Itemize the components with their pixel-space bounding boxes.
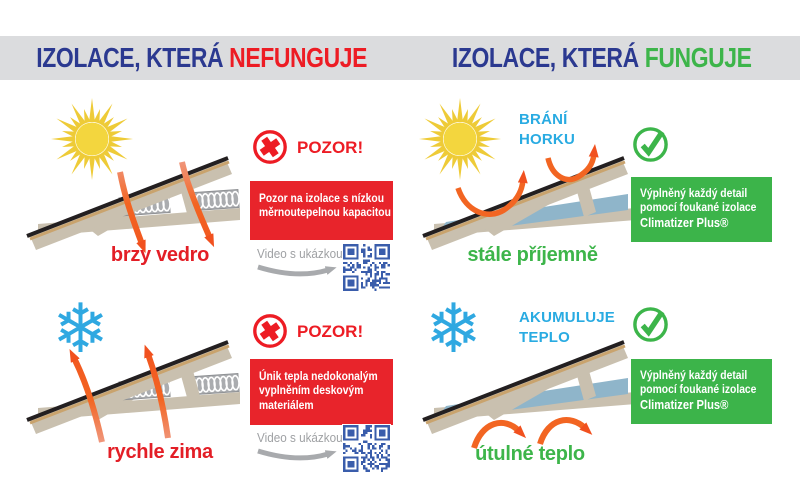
caption-bad-winter: rychle zima bbox=[107, 441, 213, 463]
video-arrow-icon bbox=[257, 448, 337, 461]
header-left: IZOLACE, KTERÁ NEFUNGUJE bbox=[0, 36, 403, 80]
title-highlight-bad: NEFUNGUJE bbox=[229, 42, 368, 73]
title-nefunguje: IZOLACE, KTERÁ NEFUNGUJE bbox=[36, 42, 367, 74]
good-summer-roof-diagram bbox=[420, 144, 640, 267]
heat-out-arrows bbox=[69, 344, 171, 443]
qr-code bbox=[342, 243, 391, 292]
title-prefix: IZOLACE, KTERÁ bbox=[36, 42, 230, 73]
alert-label: POZOR! bbox=[297, 322, 364, 341]
solution-line: pomocí foukané izolace bbox=[640, 382, 757, 397]
warning-line: vyplněním deskovým bbox=[259, 383, 364, 398]
title-highlight-good: FUNGUJE bbox=[644, 42, 752, 73]
solution-line: Výplněný každý detail bbox=[640, 368, 748, 382]
heat-deflected-arrows bbox=[455, 144, 599, 217]
video-label: Video s ukázkou bbox=[257, 246, 343, 261]
solution-box-summer: Výplněný každý detail pomocí foukané izo… bbox=[631, 177, 772, 242]
warning-line: měrnoutepelnou kapacitou bbox=[259, 205, 391, 220]
caption-good-summer: stále příjemně bbox=[467, 244, 598, 266]
qr-code bbox=[342, 424, 391, 473]
warning-line: materiálem bbox=[259, 397, 314, 412]
solution-box-winter: Výplněný každý detail pomocí foukané izo… bbox=[631, 359, 772, 424]
header-right: IZOLACE, KTERÁ FUNGUJE bbox=[403, 36, 800, 80]
caption-bad-summer: brzy vedro bbox=[110, 244, 210, 266]
good-winter-roof-diagram bbox=[420, 336, 640, 450]
benefit-heading-winter: AKUMULUJE TEPLO bbox=[519, 309, 615, 346]
snowflake-icon: ❄ bbox=[52, 290, 109, 369]
success-check-icon bbox=[631, 305, 670, 344]
sun-icon bbox=[46, 93, 138, 185]
solution-line: Výplněný každý detail bbox=[640, 186, 748, 200]
pozor-x-icon bbox=[251, 312, 289, 350]
heat-retained-arrows bbox=[471, 417, 593, 450]
sun-icon bbox=[414, 93, 506, 185]
title-funguje: IZOLACE, KTERÁ FUNGUJE bbox=[452, 42, 752, 74]
brand-name: Climatizer Plus® bbox=[640, 214, 729, 230]
snowflake-icon: ❄ bbox=[425, 290, 482, 369]
title-prefix: IZOLACE, KTERÁ bbox=[451, 42, 645, 73]
header-band: IZOLACE, KTERÁ NEFUNGUJE IZOLACE, KTERÁ … bbox=[0, 36, 800, 80]
video-arrow-icon bbox=[257, 264, 337, 277]
alert-label: POZOR! bbox=[297, 138, 364, 157]
warning-line: Únik tepla nedokonalým bbox=[259, 369, 378, 383]
heat-in-arrows bbox=[117, 161, 215, 254]
benefit-heading-summer: BRÁNÍ HORKU bbox=[519, 111, 575, 148]
bad-summer-roof-diagram bbox=[24, 152, 244, 254]
brand-name: Climatizer Plus® bbox=[640, 396, 729, 412]
warning-box-winter: Únik tepla nedokonalým vyplněním deskový… bbox=[250, 359, 393, 425]
bad-winter-roof-diagram bbox=[24, 336, 244, 443]
warning-box-summer: Pozor na izolace s nízkou měrnoutepelnou… bbox=[250, 181, 393, 240]
warning-line: Pozor na izolace s nízkou bbox=[259, 191, 385, 205]
pozor-x-icon bbox=[251, 128, 289, 166]
caption-good-winter: útulné teplo bbox=[475, 443, 585, 465]
video-label: Video s ukázkou bbox=[257, 430, 343, 445]
success-check-icon bbox=[631, 125, 670, 164]
solution-line: pomocí foukané izolace bbox=[640, 200, 757, 215]
